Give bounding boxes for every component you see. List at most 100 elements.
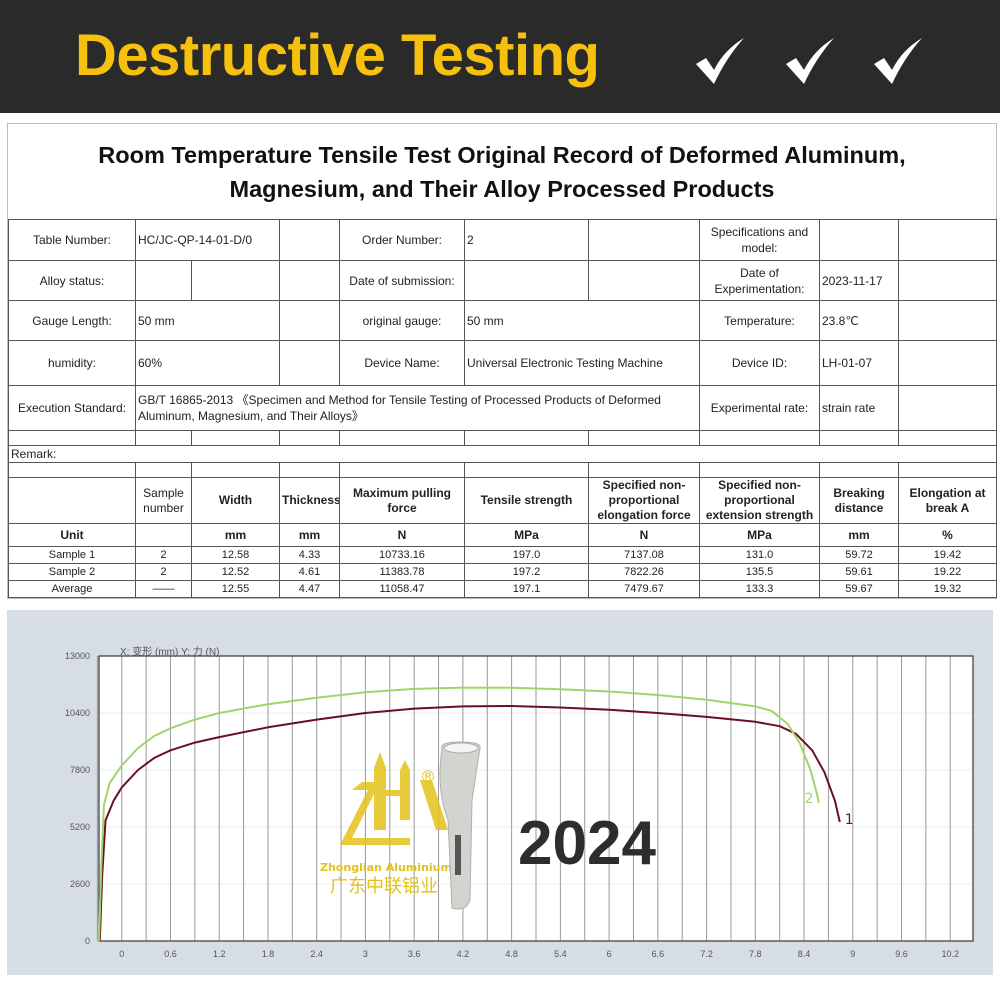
x-tick-label: 4.2 (457, 949, 470, 959)
record-table: Table Number: HC/JC-QP-14-01-D/0 Order N… (8, 219, 997, 598)
label-execution-standard: Execution Standard: (8, 385, 136, 431)
x-tick-label: 9 (850, 949, 855, 959)
check-icon (696, 38, 744, 84)
table-cell: 12.55 (191, 580, 280, 598)
check-icon (786, 38, 834, 84)
empty-cell (588, 260, 700, 301)
label-humidity: humidity: (8, 340, 136, 386)
series-line-1 (98, 705, 841, 942)
unit-cell: mm (279, 523, 340, 547)
x-tick-label: 6.6 (652, 949, 665, 959)
value-experimental-rate: strain rate (819, 385, 899, 431)
series-label-1: 1 (845, 812, 854, 828)
table-cell: 133.3 (699, 580, 820, 598)
column-header: Tensile strength (464, 477, 589, 524)
y-tick-label: 0 (85, 936, 90, 946)
column-header: Specified non-proportional elongation fo… (588, 477, 700, 524)
x-tick-label: 4.8 (505, 949, 518, 959)
year-watermark: 2024 (518, 809, 656, 878)
check-icon (874, 38, 922, 84)
x-tick-label: 10.2 (941, 949, 959, 959)
table-row: Average —— 12.55 4.47 11058.47 197.1 7479.67 13… (8, 580, 997, 598)
y-tick-label: 10400 (65, 708, 90, 718)
x-tick-label: 3 (363, 949, 368, 959)
y-tick-label: 13000 (65, 651, 90, 661)
table-cell: 19.32 (898, 580, 997, 598)
series-line-2 (98, 686, 820, 942)
x-tick-label: 2.4 (310, 949, 323, 959)
empty-cell (588, 219, 700, 261)
y-tick-label: 5200 (70, 822, 90, 832)
value-execution-standard: GB/T 16865-2013 《Specimen and Method for… (135, 385, 700, 431)
title-line-1: Room Temperature Tensile Test Original R… (98, 141, 906, 168)
table-cell: Average (8, 580, 136, 598)
label-specifications: Specifications and model: (699, 219, 820, 261)
document-title: Room Temperature Tensile Test Original R… (8, 124, 996, 219)
unit-cell: mm (819, 523, 899, 547)
x-tick-label: 0.6 (164, 949, 177, 959)
x-tick-label: 6 (607, 949, 612, 959)
table-cell: 4.47 (279, 580, 340, 598)
x-tick-label: 3.6 (408, 949, 421, 959)
y-tick-label: 7800 (70, 765, 90, 775)
table-row: Sample 2 2 12.52 4.61 11383.78 197.2 7822.26 13… (8, 563, 997, 581)
unit-cell (135, 523, 192, 547)
banner: Destructive Testing (0, 0, 1000, 113)
table-cell: 59.67 (819, 580, 899, 598)
table-cell: —— (135, 580, 192, 598)
x-tick-label: 0 (119, 949, 124, 959)
value-device-name: Universal Electronic Testing Machine (464, 340, 700, 386)
x-tick-label: 7.2 (700, 949, 713, 959)
x-tick-label: 1.2 (213, 949, 226, 959)
results-header-row: Sample number Width Thickness Maximum pulli… (8, 477, 997, 524)
table-cell: 7479.67 (588, 580, 700, 598)
table-cell: Sample 1 (8, 546, 136, 564)
column-header: Elongation at break A (898, 477, 997, 524)
test-record-document: Room Temperature Tensile Test Original R… (7, 123, 997, 599)
column-header (8, 477, 136, 524)
series-label-2: 2 (805, 791, 814, 807)
x-tick-label: 1.8 (262, 949, 275, 959)
column-header: Breaking distance (819, 477, 899, 524)
value-temperature: 23.8℃ (819, 300, 899, 341)
specimen-slot (455, 835, 461, 875)
brand-english: Zhonglian Aluminium (320, 861, 452, 874)
table-cell: 197.1 (464, 580, 589, 598)
table-cell: 10733.16 (339, 546, 465, 564)
brand-chinese: 广东中联铝业 (330, 876, 438, 897)
x-tick-label: 5.4 (554, 949, 567, 959)
x-tick-label: 8.4 (798, 949, 811, 959)
empty-cell (279, 260, 340, 301)
column-header: Maximum pulling force (339, 477, 465, 524)
label-experiment-date: Date of Experimentation: (699, 260, 820, 301)
table-cell: 197.0 (464, 546, 589, 564)
value-device-id: LH-01-07 (819, 340, 899, 386)
table-cell: 135.5 (699, 563, 820, 581)
label-table-number: Table Number: (8, 219, 136, 261)
table-cell: 12.52 (191, 563, 280, 581)
specimen-image (439, 741, 481, 910)
x-tick-label: 9.6 (895, 949, 908, 959)
x-tick-label: 7.8 (749, 949, 762, 959)
results-unit-row: Unit mm mm N MPa N MPa mm% (8, 523, 997, 547)
title-line-2: Magnesium, and Their Alloy Processed Pro… (229, 175, 775, 202)
zhonglian-logo (340, 752, 448, 845)
registered-icon: ® (420, 767, 436, 786)
plot-border (98, 655, 974, 942)
empty-cell (898, 385, 997, 431)
table-cell: 11383.78 (339, 563, 465, 581)
table-cell: 19.22 (898, 563, 997, 581)
empty-cell (898, 300, 997, 341)
empty-cell (191, 260, 280, 301)
banner-title: Destructive Testing (75, 23, 600, 88)
value-alloy-status (135, 260, 192, 301)
value-experiment-date: 2023-11-17 (819, 260, 899, 301)
empty-cell (279, 300, 340, 341)
y-tick-label: 2600 (70, 879, 90, 889)
table-cell: 4.61 (279, 563, 340, 581)
axis-caption: X: 变形 (mm) Y: 力 (N) (120, 647, 220, 658)
label-gauge-length: Gauge Length: (8, 300, 136, 341)
label-temperature: Temperature: (699, 300, 820, 341)
table-cell: 131.0 (699, 546, 820, 564)
